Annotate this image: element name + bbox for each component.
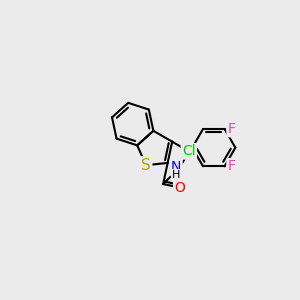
Text: S: S	[141, 158, 151, 173]
Text: H: H	[172, 170, 180, 180]
Text: F: F	[228, 159, 236, 173]
Text: Cl: Cl	[182, 144, 196, 158]
Text: O: O	[174, 181, 185, 194]
Text: F: F	[228, 122, 236, 136]
Text: N: N	[171, 160, 181, 174]
